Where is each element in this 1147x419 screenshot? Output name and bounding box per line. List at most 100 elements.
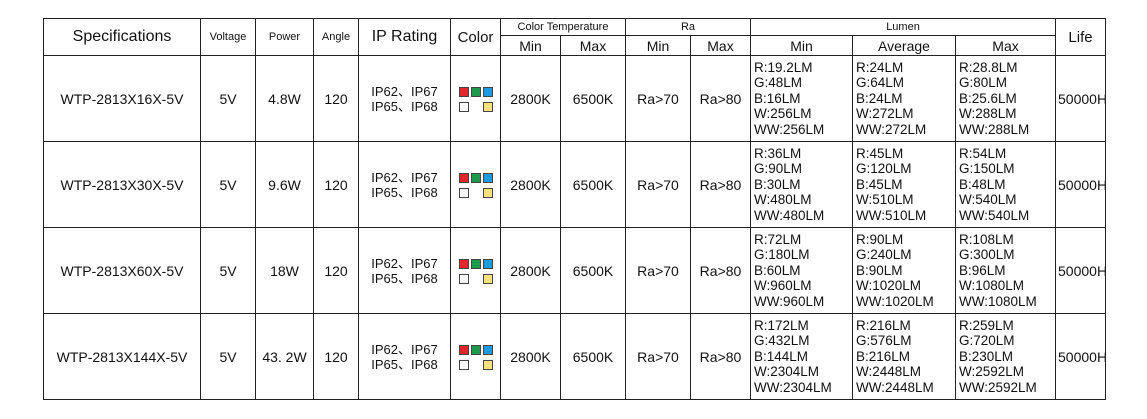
table-cell: R:28.8LM G:80LM B:25.6LM W:288LM WW:288LM [954,55,1057,142]
color-swatch [482,360,493,371]
color-swatch [471,102,481,112]
header-cell: Color [450,18,501,56]
cell-line: WW:1020LM [856,293,934,309]
sub-header-cell: Min [750,35,853,56]
table-cell: 2800K [500,141,561,228]
cell-line: G:180LM [754,247,810,263]
table-cell: 50000H [1055,141,1107,228]
table-cell: R:108LM G:300LM B:96LM W:1080LM WW:1080LM [954,227,1057,314]
table-cell: 43. 2W [255,313,314,400]
header-row: Min Max Min Max Min Average Max [44,35,1106,56]
table-cell: 18W [255,227,314,314]
cell-line: IP65、IP68 [371,98,438,114]
table-cell: 50000H [1055,227,1107,314]
cell-line: WW:2592LM [959,379,1037,395]
spec-table: Specifications Voltage Power Angle IP Ra… [43,18,1107,400]
cell-line: R:28.8LM [959,59,1018,75]
table-cell: 9.6W [255,141,314,228]
cell-line: W:2448LM [856,364,922,380]
cell-line: B:16LM [754,90,801,106]
cell-line: B:24LM [856,90,903,106]
cell-line: IP62、IP67 [371,169,438,185]
cell-line: B:144LM [754,348,809,364]
table-cell: R:72LM G:180LM B:60LM W:960LM WW:960LM [750,227,853,314]
table-cell: IP62、IP67 IP65、IP68 [358,55,451,142]
cell-line: G:90LM [754,161,803,177]
swatch-row [453,170,498,185]
table-cell: 6500K [560,141,626,228]
color-swatch [482,102,493,113]
cell-line: G:432LM [754,333,810,349]
cell-line: R:108LM [959,231,1014,247]
color-swatch [458,274,469,285]
header-cell: Ra [625,18,751,36]
cell-line: IP65、IP68 [371,356,438,372]
cell-line: R:259LM [959,317,1014,333]
cell-line: W:540LM [959,192,1017,208]
cell-line: WW:960LM [754,293,825,309]
table-cell: WTP-2813X60X-5V [43,227,201,314]
table-cell [450,227,501,314]
cell-line: R:216LM [856,317,911,333]
color-swatch [470,87,481,98]
cell-line: G:150LM [959,161,1015,177]
table-cell: R:19.2LM G:48LM B:16LM W:256LM WW:256LM [750,55,853,142]
table-cell [450,313,501,400]
cell-line: B:45LM [856,176,903,192]
color-swatch [458,173,469,184]
cell-line: WW:540LM [959,207,1030,223]
swatch-row [453,342,498,357]
table-cell [450,141,501,228]
cell-line: WW:510LM [856,207,927,223]
table-cell: IP62、IP67 IP65、IP68 [358,141,451,228]
header-cell: Power [255,18,314,56]
cell-line: W:256LM [754,106,812,122]
cell-line: WW:272LM [856,121,927,137]
table-header: Specifications Voltage Power Angle IP Ra… [43,18,1107,56]
cell-line: B:216LM [856,348,911,364]
table-cell: 2800K [500,227,561,314]
cell-line: W:288LM [959,106,1017,122]
table-cell: Ra>70 [625,141,691,228]
cell-line: R:36LM [754,145,802,161]
table-cell: Ra>70 [625,227,691,314]
color-swatch [470,173,481,184]
cell-line: B:230LM [959,348,1014,364]
header-cell: Angle [313,18,359,56]
color-swatch [482,87,493,98]
cell-line: IP65、IP68 [371,184,438,200]
color-swatch [458,259,469,270]
cell-line: WW:2304LM [754,379,832,395]
color-swatch [458,360,469,371]
sub-header-cell: Average [852,35,956,56]
cell-line: W:2592LM [959,364,1025,380]
table-cell: Ra>80 [690,313,751,400]
cell-line: IP65、IP68 [371,270,438,286]
cell-line: WW:256LM [754,121,825,137]
cell-line: G:64LM [856,75,905,91]
swatch-row [453,84,498,99]
cell-line: W:1020LM [856,278,922,294]
table-cell: R:36LM G:90LM B:30LM W:480LM WW:480LM [750,141,853,228]
cell-line: WW:480LM [754,207,825,223]
cell-line: G:240LM [856,247,912,263]
table-cell: 2800K [500,313,561,400]
cell-line: G:300LM [959,247,1015,263]
header-cell: IP Rating [358,18,451,56]
color-swatch [458,188,469,199]
cell-line: B:25.6LM [959,90,1017,106]
sub-header-cell: Min [500,35,561,56]
color-swatch [482,188,493,199]
cell-line: R:90LM [856,231,904,247]
table-cell: 50000H [1055,313,1107,400]
cell-line: B:30LM [754,176,801,192]
table-cell: 120 [313,55,359,142]
swatch-row [453,256,498,271]
cell-line: WW:1080LM [959,293,1037,309]
color-swatch [471,188,481,198]
cell-line: W:510LM [856,192,914,208]
header-cell: Color Temperature [500,18,626,36]
table-cell: Ra>80 [690,227,751,314]
color-swatch [470,259,481,270]
